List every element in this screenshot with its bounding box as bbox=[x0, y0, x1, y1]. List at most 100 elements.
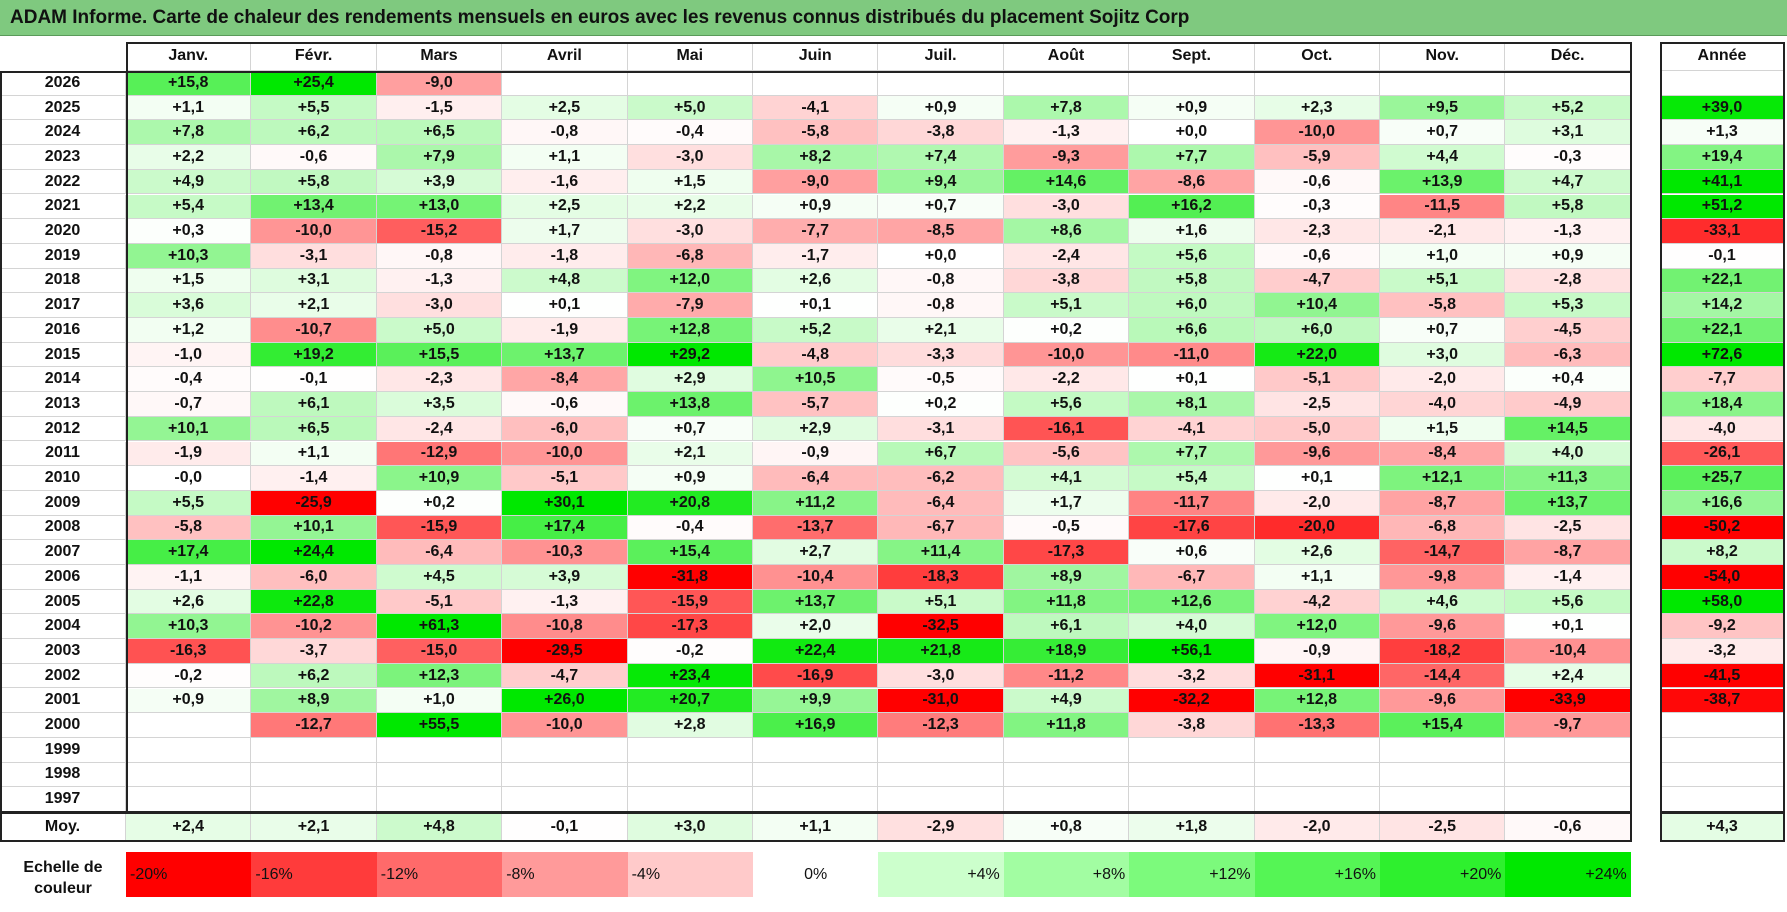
year-label: 2008 bbox=[0, 515, 126, 541]
year-label: 2017 bbox=[0, 293, 126, 318]
heatmap-cell bbox=[627, 787, 753, 812]
heatmap-cell: -3,0 bbox=[376, 293, 503, 318]
year-label: 1998 bbox=[0, 762, 126, 788]
year-label: 2014 bbox=[0, 367, 126, 393]
heatmap-cell: +55,5 bbox=[376, 713, 503, 738]
heatmap-cell: -0,4 bbox=[627, 515, 753, 541]
heatmap-cell: -3,8 bbox=[1003, 268, 1130, 294]
heatmap-cell: +1,6 bbox=[1129, 219, 1255, 244]
heatmap-cell: +17,4 bbox=[502, 515, 628, 541]
month-header: Juil. bbox=[878, 42, 1004, 71]
heatmap-cell: +0,7 bbox=[1380, 120, 1506, 146]
heatmap-cell: +1,5 bbox=[126, 268, 252, 294]
heatmap-cell: -1,8 bbox=[502, 243, 628, 269]
heatmap-cell: +11,4 bbox=[878, 540, 1004, 565]
heatmap-cell bbox=[1254, 762, 1380, 788]
heatmap-cell: +6,5 bbox=[376, 120, 503, 146]
heatmap-cell: -16,9 bbox=[753, 663, 879, 689]
heatmap-cell: -1,5 bbox=[376, 95, 503, 121]
heatmap-cell bbox=[753, 762, 879, 788]
heatmap-cell: +2,1 bbox=[878, 318, 1004, 343]
heatmap-cell: -1,4 bbox=[251, 466, 377, 491]
heatmap-cell bbox=[1129, 787, 1255, 812]
heatmap-cell: +10,1 bbox=[251, 515, 377, 541]
heatmap-cell: +61,3 bbox=[376, 614, 503, 640]
year-label: 2002 bbox=[0, 663, 126, 689]
heatmap-cell: -10,2 bbox=[251, 614, 377, 640]
heatmap-cell: +14,6 bbox=[1003, 169, 1130, 195]
heatmap-cell: -0,5 bbox=[1003, 515, 1130, 541]
heatmap-cell: +10,3 bbox=[126, 614, 252, 640]
heatmap-cell: +5,5 bbox=[251, 95, 377, 121]
month-header: Juin bbox=[753, 42, 879, 71]
average-cell: +4,8 bbox=[376, 813, 503, 841]
heatmap-cell: +1,0 bbox=[1380, 243, 1506, 269]
heatmap-cell: +6,2 bbox=[251, 120, 377, 146]
heatmap-cell bbox=[1003, 737, 1130, 763]
heatmap-cell: +4,9 bbox=[1003, 688, 1130, 714]
heatmap-cell: +0,1 bbox=[753, 293, 879, 318]
heatmap-cell: +3,9 bbox=[502, 565, 628, 590]
year-label: 2023 bbox=[0, 145, 126, 170]
heatmap-cell: -9,6 bbox=[1380, 688, 1506, 714]
heatmap-cell: +4,4 bbox=[1380, 145, 1506, 170]
heatmap-cell: -0,8 bbox=[502, 120, 628, 146]
heatmap-cell: -2,0 bbox=[1254, 490, 1380, 516]
heatmap-cell: +8,2 bbox=[753, 145, 879, 170]
heatmap-cell bbox=[1380, 787, 1506, 812]
heatmap-cell bbox=[1380, 737, 1506, 763]
heatmap-cell: +5,4 bbox=[1129, 466, 1255, 491]
heatmap-cell: -6,4 bbox=[376, 540, 503, 565]
heatmap-cell: +8,9 bbox=[251, 688, 377, 714]
heatmap-cell: -4,5 bbox=[1505, 318, 1631, 343]
heatmap-cell: -10,8 bbox=[502, 614, 628, 640]
annual-cell bbox=[1660, 762, 1785, 788]
scale-step: -16% bbox=[251, 852, 377, 897]
heatmap-cell: -3,1 bbox=[251, 243, 377, 269]
year-label: 2026 bbox=[0, 71, 126, 96]
heatmap-cell: +13,7 bbox=[1505, 490, 1631, 516]
heatmap-cell: +0,1 bbox=[1254, 466, 1380, 491]
heatmap-cell: +18,9 bbox=[1003, 639, 1130, 664]
year-label: 2001 bbox=[0, 688, 126, 714]
heatmap-cell: +2,5 bbox=[502, 194, 628, 220]
heatmap-cell: +5,2 bbox=[1505, 95, 1631, 121]
scale-step: +4% bbox=[878, 852, 1004, 897]
year-label: 1999 bbox=[0, 737, 126, 763]
heatmap-cell: -3,0 bbox=[878, 663, 1004, 689]
heatmap-cell: +12,8 bbox=[1254, 688, 1380, 714]
heatmap-cell: +15,4 bbox=[627, 540, 753, 565]
heatmap-cell: +14,5 bbox=[1505, 416, 1631, 442]
average-cell: +3,0 bbox=[627, 813, 753, 841]
heatmap-cell: -18,2 bbox=[1380, 639, 1506, 664]
heatmap-cell: -5,8 bbox=[1380, 293, 1506, 318]
year-column-header: Année bbox=[1660, 42, 1785, 71]
heatmap-cell: +13,0 bbox=[376, 194, 503, 220]
heatmap-cell: +5,6 bbox=[1003, 392, 1130, 417]
heatmap-cell: +5,6 bbox=[1505, 589, 1631, 615]
heatmap-cell: -1,9 bbox=[502, 318, 628, 343]
heatmap-cell bbox=[251, 737, 377, 763]
heatmap-cell bbox=[376, 737, 503, 763]
heatmap-cell: -0,6 bbox=[502, 392, 628, 417]
year-label: 2016 bbox=[0, 318, 126, 343]
heatmap-cell bbox=[1380, 71, 1506, 96]
heatmap-cell: +4,9 bbox=[126, 169, 252, 195]
heatmap-cell bbox=[878, 787, 1004, 812]
heatmap-cell: +3,0 bbox=[1380, 342, 1506, 368]
heatmap-cell: -1,3 bbox=[376, 268, 503, 294]
heatmap-cell: -3,0 bbox=[627, 145, 753, 170]
average-cell: -2,5 bbox=[1380, 813, 1506, 841]
year-label: 2006 bbox=[0, 565, 126, 590]
heatmap-cell: -0,8 bbox=[376, 243, 503, 269]
heatmap-cell: +22,0 bbox=[1254, 342, 1380, 368]
title-bar: ADAM Informe. Carte de chaleur des rende… bbox=[0, 0, 1787, 36]
month-header: Nov. bbox=[1380, 42, 1506, 71]
heatmap-cell: -0,4 bbox=[126, 367, 252, 393]
heatmap-cell: +10,9 bbox=[376, 466, 503, 491]
heatmap-cell: -7,7 bbox=[753, 219, 879, 244]
heatmap-cell: +2,6 bbox=[1254, 540, 1380, 565]
heatmap-cell: -3,8 bbox=[1129, 713, 1255, 738]
month-header: Avril bbox=[502, 42, 628, 71]
heatmap-cell: +3,1 bbox=[251, 268, 377, 294]
